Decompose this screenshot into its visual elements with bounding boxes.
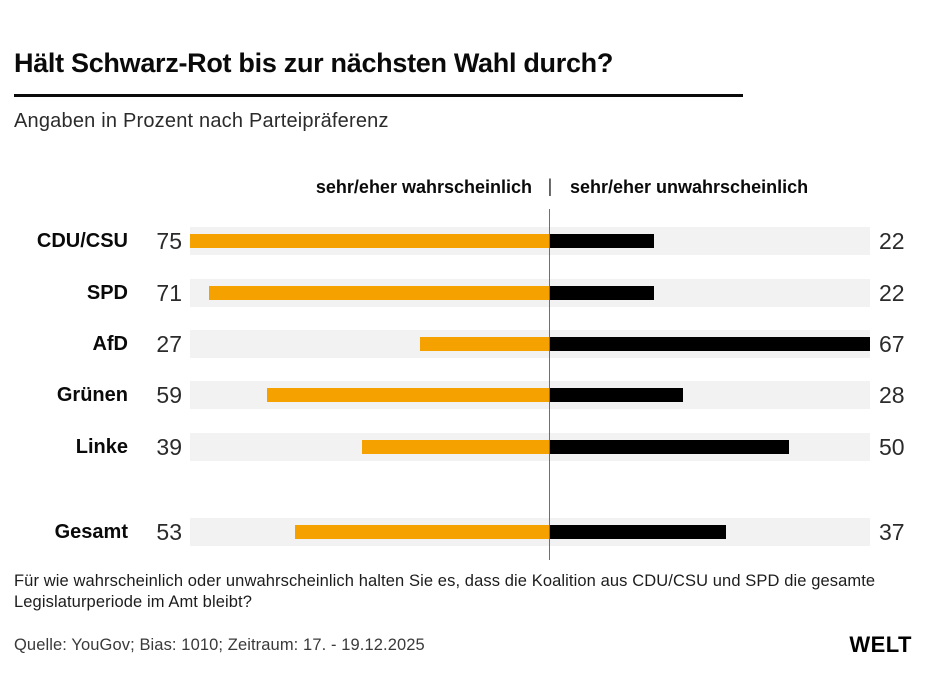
bar-unwahrscheinlich xyxy=(549,525,727,539)
value-left: 39 xyxy=(156,434,182,460)
legend-left-label: sehr/eher wahrscheinlich xyxy=(315,177,532,197)
value-right: 37 xyxy=(879,519,905,545)
value-right: 67 xyxy=(879,331,905,357)
category-label: AfD xyxy=(92,333,128,355)
bar-wahrscheinlich xyxy=(362,440,550,454)
bar-track xyxy=(190,381,870,409)
bar-track xyxy=(190,518,870,546)
bar-track xyxy=(190,279,870,307)
bar-wahrscheinlich xyxy=(266,388,550,402)
bar-wahrscheinlich xyxy=(209,286,550,300)
value-right: 50 xyxy=(879,434,905,460)
chart-row: SPD 71 22 xyxy=(0,279,950,307)
category-label: CDU/CSU xyxy=(36,230,128,252)
bar-unwahrscheinlich xyxy=(549,440,789,454)
category-label: Linke xyxy=(75,436,128,458)
value-right: 22 xyxy=(879,280,905,306)
chart-row: Grünen 59 28 xyxy=(0,381,950,409)
category-label: Grünen xyxy=(56,384,128,406)
value-left: 75 xyxy=(156,228,182,254)
legend-separator: | xyxy=(547,176,553,196)
value-right: 28 xyxy=(879,382,905,408)
chart-subtitle: Angaben in Prozent nach Parteipräferenz xyxy=(14,110,389,132)
bar-track xyxy=(190,227,870,255)
chart-row: CDU/CSU 75 22 xyxy=(0,227,950,255)
value-left: 53 xyxy=(156,519,182,545)
legend-right-label: sehr/eher unwahrscheinlich xyxy=(570,177,809,197)
chart-row: Linke 39 50 xyxy=(0,433,950,461)
category-label: SPD xyxy=(86,282,128,304)
bar-unwahrscheinlich xyxy=(549,234,655,248)
value-left: 59 xyxy=(156,382,182,408)
value-right: 22 xyxy=(879,228,905,254)
bar-wahrscheinlich xyxy=(419,337,550,351)
bar-unwahrscheinlich xyxy=(549,337,870,351)
bar-wahrscheinlich xyxy=(295,525,550,539)
source-note: Quelle: YouGov; Bias: 1010; Zeitraum: 17… xyxy=(14,636,425,654)
page-title: Hält Schwarz-Rot bis zur nächsten Wahl d… xyxy=(14,48,614,78)
value-left: 27 xyxy=(156,331,182,357)
chart-row: AfD 27 67 xyxy=(0,330,950,358)
welt-logo: WELT xyxy=(849,632,912,657)
bar-unwahrscheinlich xyxy=(549,286,655,300)
value-left: 71 xyxy=(156,280,182,306)
chart-question: Für wie wahrscheinlich oder unwahrschein… xyxy=(14,572,876,611)
bar-unwahrscheinlich xyxy=(549,388,684,402)
bar-track xyxy=(190,330,870,358)
bar-wahrscheinlich xyxy=(190,234,550,248)
title-underline xyxy=(14,94,743,97)
bar-track xyxy=(190,433,870,461)
category-label: Gesamt xyxy=(54,521,128,543)
center-divider-line xyxy=(549,209,550,560)
chart-row: Gesamt 53 37 xyxy=(0,518,950,546)
